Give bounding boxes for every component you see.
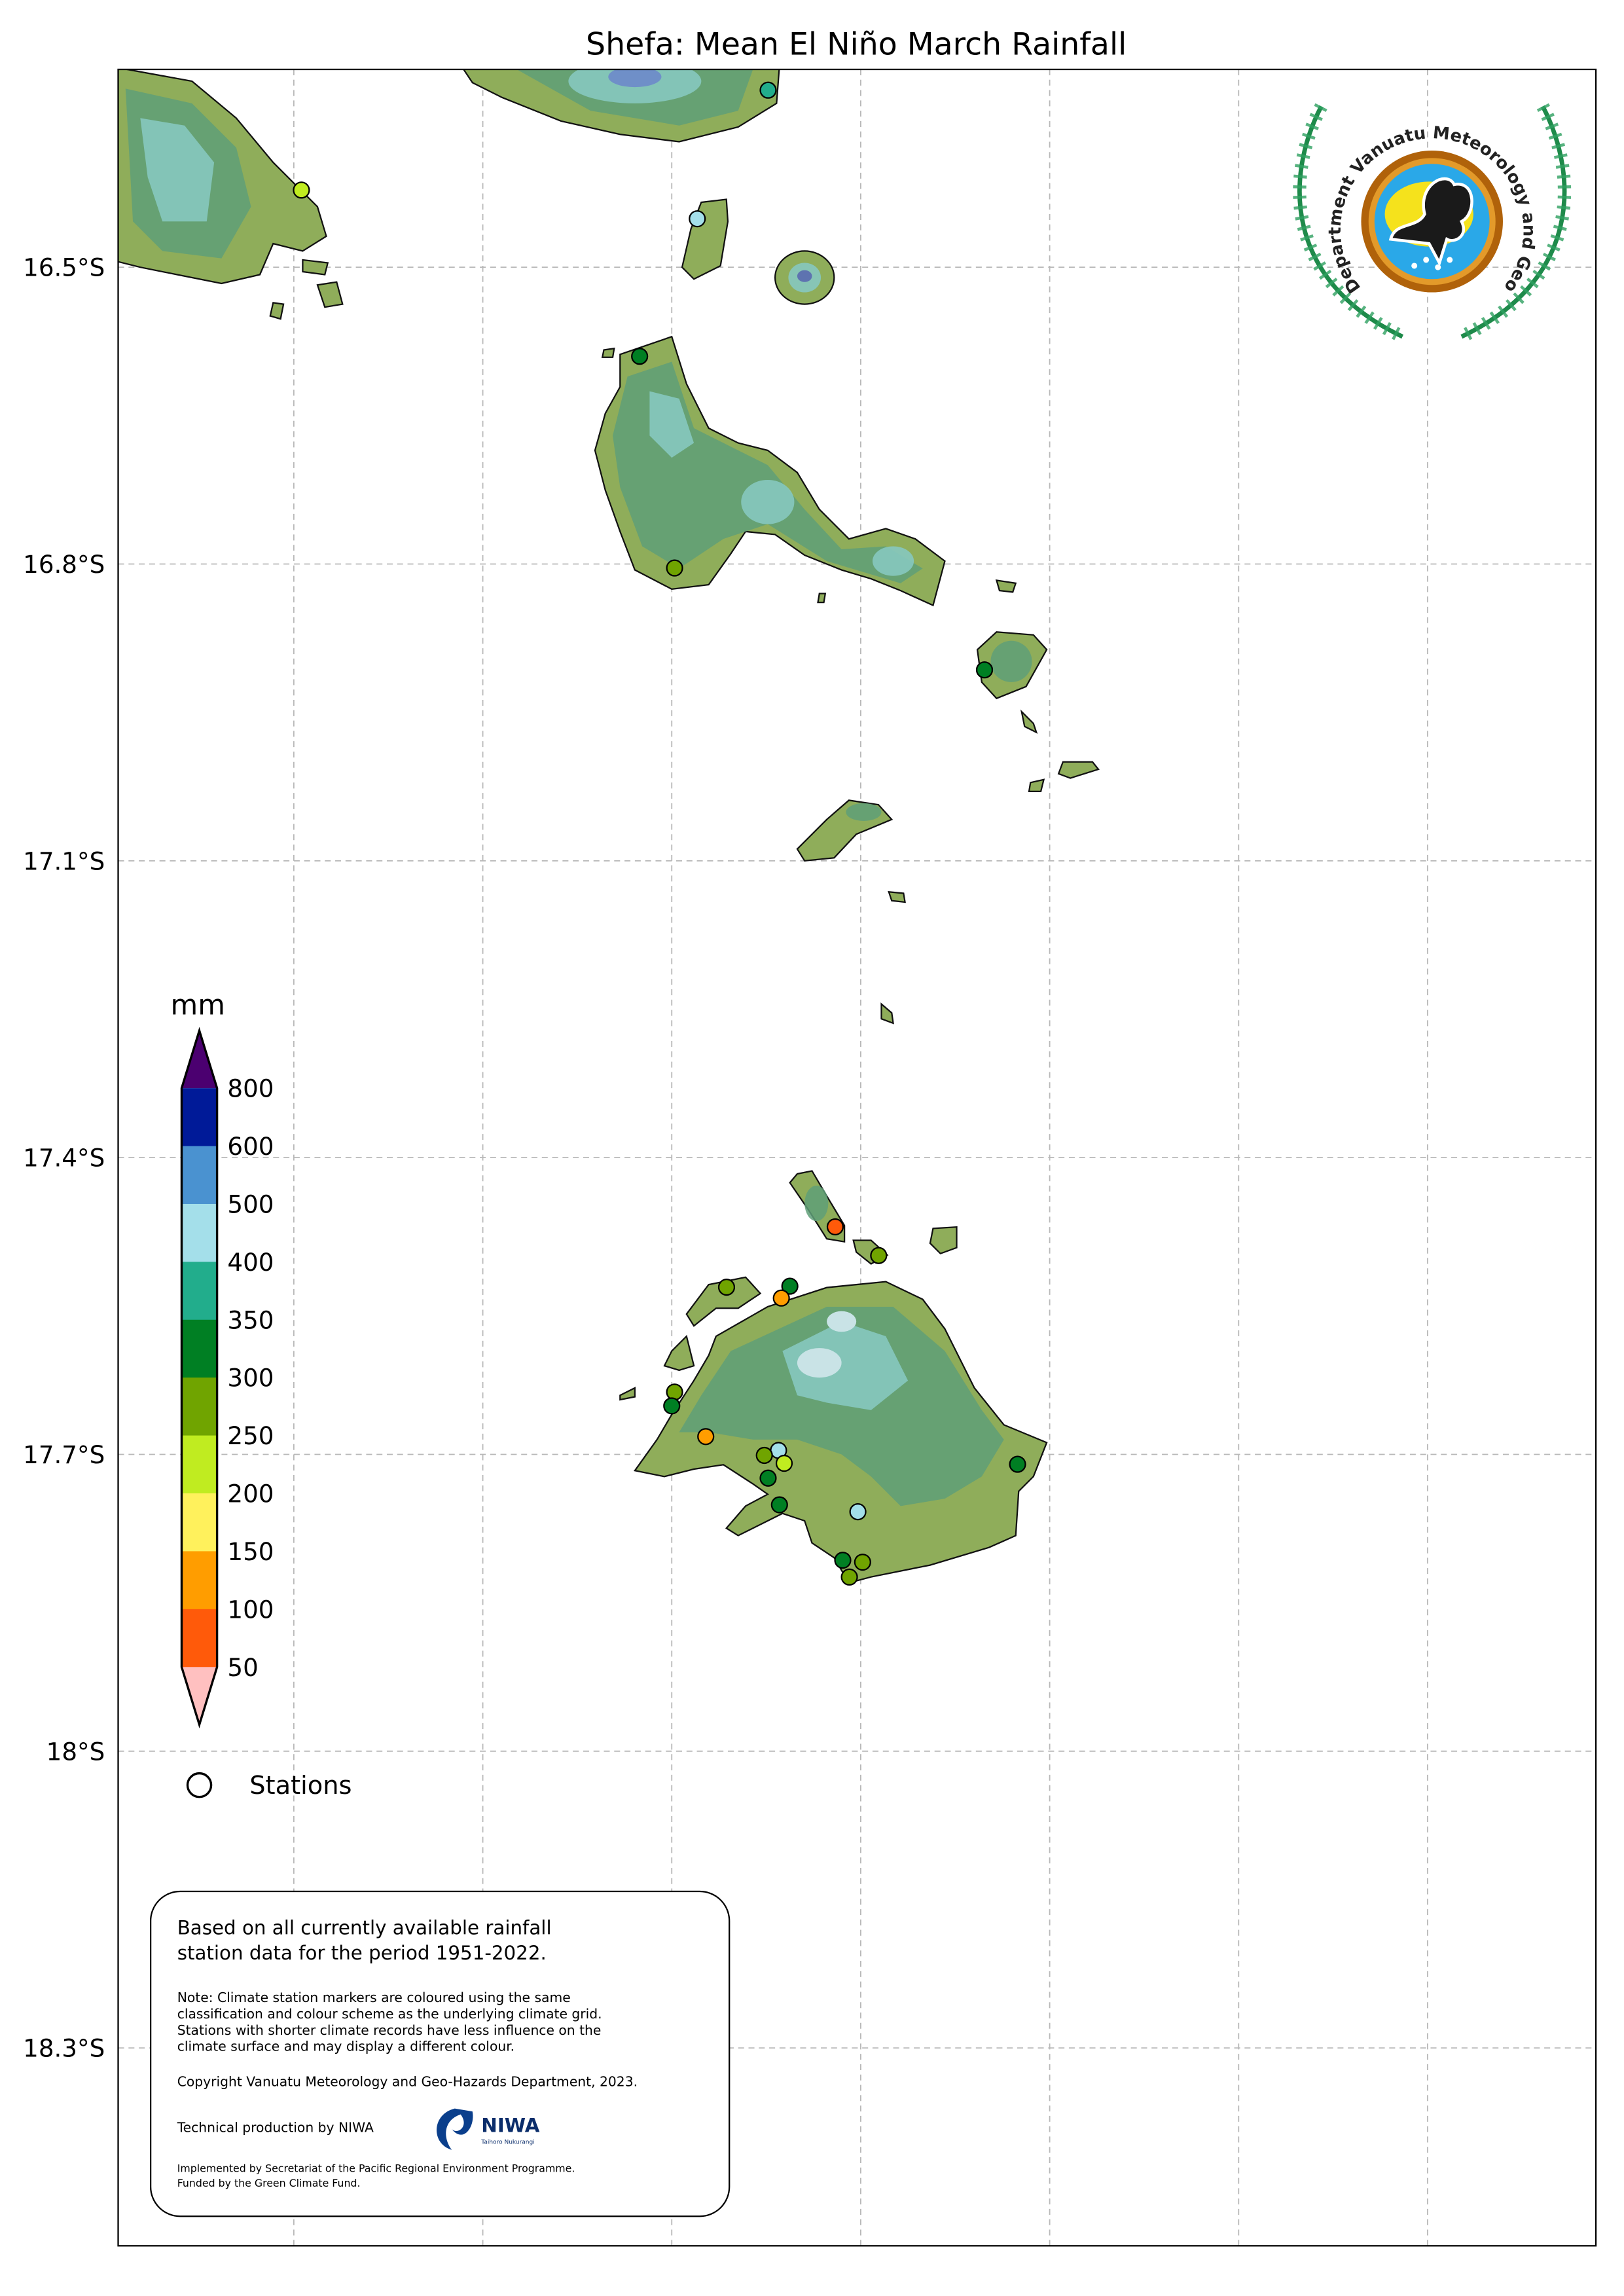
niwa-swirl-icon: [437, 2108, 473, 2150]
station-marker[interactable]: [759, 1469, 777, 1487]
map-frame: [117, 68, 1597, 2247]
map-title: Shefa: Mean El Niño March Rainfall: [586, 26, 1127, 62]
station-marker[interactable]: [772, 1289, 790, 1307]
island-small-north: [681, 198, 729, 280]
funded-by: Funded by the Green Climate Fund.: [177, 2177, 361, 2189]
latitude-ticks: 16.5°S 16.8°S 17.1°S 17.4°S 17.7°S 18°S 18.3°S: [23, 253, 105, 2063]
station-marker[interactable]: [631, 348, 649, 365]
colorbar-tick: 50: [227, 1653, 258, 1682]
station-marker[interactable]: [854, 1554, 871, 1571]
islands: [118, 69, 1100, 1584]
station-marker[interactable]: [781, 1277, 799, 1295]
station-marker[interactable]: [663, 1397, 681, 1415]
station-marker[interactable]: [775, 1454, 793, 1472]
niwa-logo-subtitle: Taihoro Nukurangi: [480, 2140, 534, 2146]
colorbar-tick: 600: [227, 1132, 274, 1161]
station-marker[interactable]: [1009, 1455, 1026, 1473]
colorbar-extend-min: [181, 1667, 217, 1725]
colorbar-tick: 150: [227, 1537, 274, 1566]
station-marker[interactable]: [770, 1496, 788, 1514]
stations-legend: Stations: [186, 1771, 352, 1800]
colorbar-segment: [181, 1203, 217, 1263]
colorbar-tick: 350: [227, 1305, 274, 1334]
stations: [293, 81, 1026, 1586]
station-marker[interactable]: [759, 81, 777, 99]
technical-production: Technical production by NIWA: [177, 2120, 374, 2136]
station-marker[interactable]: [870, 1247, 888, 1264]
info-line-1: Based on all currently available rainfal…: [177, 1916, 552, 1939]
colorbar-segment: [181, 1088, 217, 1147]
niwa-logo: NIWA Taihoro Nukurangi: [437, 2108, 540, 2150]
station-marker[interactable]: [666, 1383, 683, 1401]
stars-icon: [1411, 257, 1453, 270]
station-marker[interactable]: [840, 1568, 858, 1586]
lat-tick-label: 18°S: [46, 1737, 105, 1766]
colorbar-tick: 800: [227, 1074, 274, 1103]
note-line: Stations with shorter climate records ha…: [177, 2022, 602, 2038]
niwa-logo-text: NIWA: [481, 2115, 539, 2137]
implemented-by: Implemented by Secretariat of the Pacifi…: [177, 2162, 575, 2175]
colorbar-segment: [181, 1551, 217, 1610]
colorbar-unit: mm: [171, 989, 225, 1021]
colorbar-tick: 200: [227, 1480, 274, 1508]
colorbar-segment: [181, 1493, 217, 1552]
lat-tick-label: 16.8°S: [23, 550, 105, 579]
note-line: classification and colour scheme as the …: [177, 2006, 602, 2022]
station-marker[interactable]: [697, 1428, 715, 1446]
colorbar-segment: [181, 1609, 217, 1668]
lat-tick-label: 16.5°S: [23, 253, 105, 282]
colorbar-segment: [181, 1319, 217, 1379]
colorbar-tick: 500: [227, 1190, 274, 1219]
station-marker[interactable]: [834, 1552, 852, 1569]
info-box: Based on all currently available rainfal…: [149, 1890, 731, 2217]
map-area: Department Vanuatu Meteorology and Geo-H…: [118, 69, 1597, 2246]
colorbar-tick: 300: [227, 1364, 274, 1393]
colorbar-segment: [181, 1262, 217, 1321]
station-marker-icon: [186, 1772, 213, 1798]
info-line-2: station data for the period 1951-2022.: [177, 1942, 547, 1964]
station-marker[interactable]: [666, 559, 683, 577]
station-marker[interactable]: [755, 1446, 773, 1465]
lat-tick-label: 17.7°S: [23, 1440, 105, 1469]
stations-label: Stations: [249, 1771, 352, 1800]
colorbar-tick: 400: [227, 1248, 274, 1277]
station-marker[interactable]: [717, 1279, 736, 1296]
lat-tick-label: 17.4°S: [23, 1144, 105, 1173]
colorbar: mm 800 600 500 400 350 300 250 200 150 100 50: [171, 989, 274, 1728]
colorbar-segment: [181, 1377, 217, 1436]
note-line: climate surface and may display a differ…: [177, 2039, 514, 2054]
colorbar-segment: [181, 1435, 217, 1495]
lat-tick-label: 18.3°S: [23, 2034, 105, 2063]
station-marker[interactable]: [975, 661, 994, 679]
colorbar-tick: 100: [227, 1595, 274, 1624]
note-line: Note: Climate station markers are colour…: [177, 1990, 571, 2005]
station-marker[interactable]: [826, 1218, 844, 1236]
station-marker[interactable]: [849, 1503, 867, 1521]
colorbar-tick: 250: [227, 1421, 274, 1450]
station-marker[interactable]: [293, 181, 310, 199]
colorbar-segment: [181, 1146, 217, 1205]
colorbar-extend-max: [181, 1030, 217, 1089]
station-marker[interactable]: [689, 210, 706, 228]
lat-tick-label: 17.1°S: [23, 847, 105, 875]
vmgd-logo: Department Vanuatu Meteorology and Geo-H…: [1293, 103, 1572, 343]
copyright: Copyright Vanuatu Meteorology and Geo-Ha…: [177, 2074, 638, 2090]
